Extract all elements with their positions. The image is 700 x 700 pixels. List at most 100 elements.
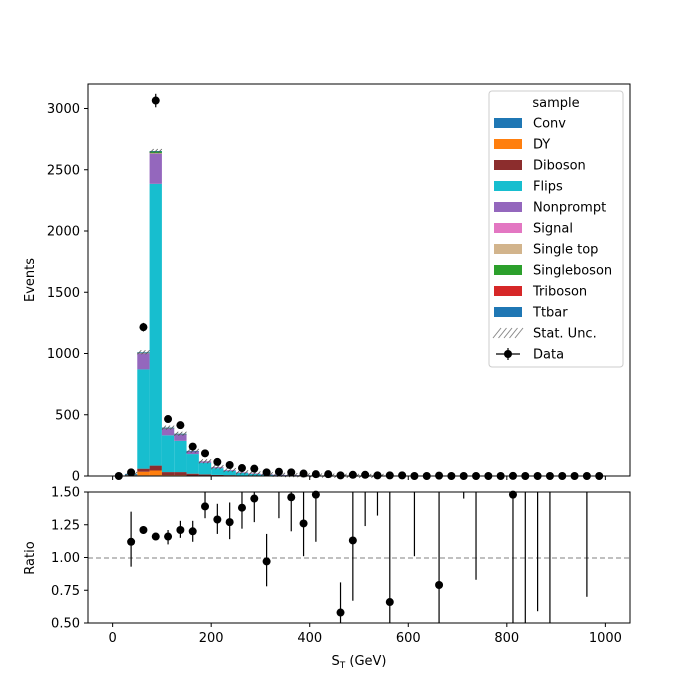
data-point — [225, 460, 234, 469]
ratio-point — [336, 608, 345, 617]
ratio-y-tick-label: 1.50 — [51, 486, 80, 501]
legend-item-diboson[interactable]: Diboson — [494, 159, 586, 174]
legend-swatch — [494, 139, 522, 149]
legend-label: DY — [533, 138, 550, 153]
data-point — [311, 470, 320, 479]
ratio-y-ticks: 0.50 0.75 1.00 1.25 1.50 — [51, 486, 88, 632]
x-axis-label: ST (GeV) — [331, 654, 386, 671]
bar-segment-dy — [137, 471, 150, 476]
legend-label: Diboson — [533, 159, 586, 174]
main-x-ticks — [112, 476, 606, 480]
data-point — [274, 467, 283, 476]
legend-marker — [504, 350, 512, 358]
legend-box — [488, 90, 624, 368]
data-point — [213, 457, 222, 466]
legend-swatch — [494, 307, 522, 317]
ratio-x-ticks: 0 200 400 600 800 1000 — [108, 623, 622, 646]
stat-unc-hatch — [173, 431, 187, 437]
legend-label: Single top — [533, 243, 598, 258]
legend-swatch — [494, 118, 522, 128]
legend-swatch — [494, 160, 522, 170]
ratio-point — [262, 557, 271, 566]
ratio-y-axis-label: Ratio — [23, 541, 38, 574]
main-y-axis-label: Events — [23, 258, 38, 302]
y-tick-label: 0 — [72, 470, 80, 485]
ratio-panel: 0.50 0.75 1.00 1.25 1.50 0 200 400 600 800 1000 R… — [23, 486, 631, 671]
main-panel: 0 500 1000 1500 2000 2500 3000 Events — [23, 83, 631, 485]
bar-segment-diboson — [149, 465, 162, 471]
ratio-x-tick-label: 400 — [297, 631, 322, 646]
ratio-x-tick-label: 600 — [396, 631, 421, 646]
bar-segment-nonprompt — [174, 434, 187, 441]
legend-item-triboson[interactable]: Triboson — [494, 285, 587, 300]
y-tick-label: 2000 — [47, 225, 80, 240]
bar-segment-diboson — [174, 472, 187, 476]
legend-item-flips[interactable]: Flips — [494, 180, 563, 195]
legend-item-data[interactable]: Data — [496, 348, 564, 363]
legend-label: Flips — [533, 180, 563, 195]
legend-item-ttbar[interactable]: Ttbar — [494, 306, 568, 321]
ratio-point — [237, 503, 246, 512]
ratio-y-tick-label: 1.25 — [51, 518, 80, 533]
ratio-point — [164, 532, 173, 541]
legend-swatch — [494, 265, 522, 275]
bar-segment-nonprompt — [198, 461, 212, 463]
legend-item-singleboson[interactable]: Singleboson — [494, 264, 612, 279]
y-tick-label: 1000 — [47, 347, 80, 362]
data-point — [188, 442, 197, 451]
legend-item-conv[interactable]: Conv — [494, 117, 566, 132]
y-tick-label: 1500 — [47, 286, 80, 301]
ratio-point — [250, 494, 259, 503]
bar-segment-flips — [248, 473, 261, 476]
ratio-y-tick-label: 1.00 — [51, 551, 80, 566]
legend-item-stat-unc-[interactable]: Stat. Unc. — [492, 327, 597, 342]
legend-label: Stat. Unc. — [533, 327, 597, 342]
bar-segment-flips — [235, 472, 249, 476]
legend-label: Singleboson — [533, 264, 612, 279]
bar-segment-flips — [198, 462, 212, 475]
data-point — [361, 470, 370, 479]
data-point — [139, 323, 148, 332]
bar-segment-diboson — [211, 474, 224, 476]
legend-entries: Conv DY Diboson Flips Nonprompt Signal Single … — [492, 117, 612, 363]
stat-unc-hatch — [161, 425, 175, 430]
legend-item-single-top[interactable]: Single top — [494, 243, 598, 258]
ratio-x-tick-label: 800 — [494, 631, 519, 646]
bar-segment-flips — [174, 440, 187, 473]
bar-segment-dy — [174, 475, 187, 476]
legend-swatch-hatch — [492, 327, 524, 339]
legend-item-nonprompt[interactable]: Nonprompt — [494, 201, 606, 216]
bar-segment-nonprompt — [186, 451, 199, 455]
legend-item-dy[interactable]: DY — [494, 138, 550, 153]
ratio-x-tick-label: 200 — [199, 631, 224, 646]
bar-segment-nonprompt — [137, 352, 150, 370]
bar-segment-flips — [211, 468, 224, 475]
bar-segment-single-top — [149, 153, 162, 154]
bar-segment-dy — [161, 475, 175, 476]
bar-segment-flips — [186, 454, 199, 474]
bar-segment-nonprompt — [149, 153, 162, 184]
stat-unc-hatch — [149, 148, 163, 154]
data-point — [176, 421, 185, 430]
bar-segment-diboson — [161, 472, 175, 476]
legend-label: Data — [533, 348, 564, 363]
ratio-point — [508, 490, 517, 499]
stat-unc-hatch — [223, 467, 237, 473]
ratio-y-tick-label: 0.75 — [51, 584, 80, 599]
legend-title: sample — [532, 96, 579, 111]
ratio-point — [287, 493, 296, 502]
main-axes-frame — [87, 83, 631, 477]
ratio-point — [435, 581, 444, 590]
data-point — [348, 470, 357, 479]
legend-swatch — [494, 181, 522, 191]
data-point — [385, 471, 394, 480]
legend[interactable]: sample Conv DY Diboson Flips Nonprompt Signal… — [488, 90, 624, 368]
data-point — [127, 468, 136, 477]
legend-item-signal[interactable]: Signal — [494, 222, 573, 237]
legend-swatch — [494, 202, 522, 212]
ratio-point — [385, 598, 394, 607]
stat-unc-hatch — [210, 464, 224, 470]
data-point — [151, 96, 160, 105]
bar-segment-dy — [149, 470, 162, 476]
ratio-y-tick-label: 0.50 — [51, 617, 80, 632]
